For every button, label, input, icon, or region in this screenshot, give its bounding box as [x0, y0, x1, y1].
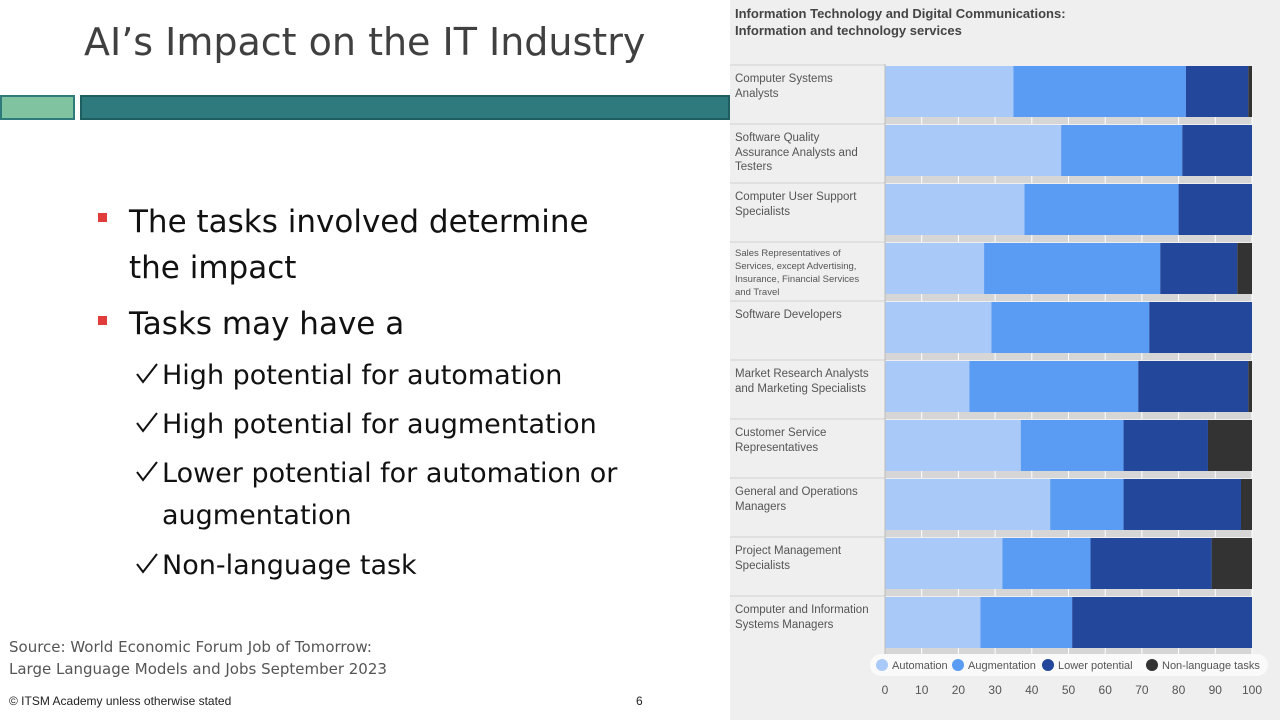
bar-segment [885, 125, 1062, 176]
bar-segment [991, 302, 1150, 353]
check [136, 461, 158, 482]
legend-swatch [1042, 659, 1054, 671]
category-label: General and Operations Managers [735, 486, 858, 513]
bar-segment [1178, 184, 1252, 235]
source: Source: World Economic Forum Job of Tomo… [9, 638, 372, 656]
bar-segment [1123, 420, 1208, 471]
x-tick-label: 10 [915, 683, 929, 697]
x-tick-label: 20 [952, 683, 966, 697]
sub-bullet: High potential for augmentation [162, 409, 597, 440]
footer: © ITSM Academy unless otherwise stated [9, 694, 232, 708]
bar-segment [1072, 597, 1252, 648]
bar-segment [1240, 479, 1252, 530]
bar-segment [885, 184, 1025, 235]
bar-segment [969, 361, 1139, 412]
category-label: Customer Service Representatives [735, 427, 827, 454]
x-tick-label: 90 [1209, 683, 1223, 697]
check [136, 363, 158, 384]
sub-bullet: High potential for automation [162, 360, 563, 391]
x-tick-label: 70 [1135, 683, 1149, 697]
chart-panel: Information Technology and Digital Commu… [730, 0, 1280, 720]
bar-segment [885, 538, 1003, 589]
slide-title: AI’s Impact on the IT Industry [84, 20, 646, 64]
legend-label: Non-language tasks [1162, 660, 1260, 672]
bar-segment [1020, 420, 1124, 471]
legend-swatch [952, 659, 964, 671]
bullet-marker [98, 213, 107, 222]
bar-segment [885, 597, 981, 648]
bar-segment [885, 243, 985, 294]
bar-segment [885, 66, 1014, 117]
bar-segment [1090, 538, 1212, 589]
bar-segment [1182, 125, 1252, 176]
x-tick-label: 50 [1062, 683, 1076, 697]
bar-segment [1013, 66, 1186, 117]
sub-bullet: Non-language task [162, 550, 417, 581]
bar-segment [1185, 66, 1249, 117]
bar-segment [1248, 361, 1252, 412]
category-label: Project Management Specialists [735, 545, 842, 572]
bar-segment [1024, 184, 1179, 235]
bar-segment [1207, 420, 1252, 471]
decor-bar [80, 95, 730, 120]
legend-label: Automation [892, 660, 948, 672]
x-tick-label: 60 [1099, 683, 1113, 697]
bar-segment [1211, 538, 1252, 589]
bar-segment [1050, 479, 1124, 530]
chart: Automation Augmentation Lower potential Non… [730, 64, 1268, 697]
legend-box [870, 654, 1268, 676]
category-label: Computer User Support Specialists [735, 191, 857, 218]
category-label: Software Quality Assurance Analysts and … [735, 132, 858, 173]
x-tick-label: 100 [1242, 683, 1262, 697]
bar-segment [1002, 538, 1091, 589]
bar-segment [885, 361, 970, 412]
decor-bar [0, 95, 75, 120]
legend-swatch [1146, 659, 1158, 671]
bar-segment [1149, 302, 1252, 353]
sub-bullet: Lower potential for automation or augmen… [162, 458, 618, 531]
bar-segment [984, 243, 1161, 294]
bar-segment [885, 420, 1021, 471]
source: Large Language Models and Jobs September… [9, 660, 387, 678]
category-label: Computer and Information Systems Manager… [735, 604, 869, 631]
chart-subtitle: Information and technology services [735, 23, 962, 38]
category-label: Software Developers [735, 309, 842, 321]
bullet: Tasks may have a [129, 306, 405, 342]
bar-segment [1160, 243, 1238, 294]
bullet: The tasks involved determine the impact [129, 204, 589, 286]
category-label: Market Research Analysts and Marketing S… [735, 368, 869, 395]
x-tick-label: 80 [1172, 683, 1186, 697]
chart-title: Information Technology and Digital Commu… [735, 6, 1066, 21]
x-tick-label: 0 [882, 683, 889, 697]
bar-segment [1061, 125, 1183, 176]
bar-segment [1248, 66, 1252, 117]
x-tick-label: 40 [1025, 683, 1039, 697]
check [136, 553, 158, 574]
legend-label: Lower potential [1058, 660, 1133, 672]
legend-swatch [876, 659, 888, 671]
check [136, 412, 158, 433]
bar-segment [885, 479, 1051, 530]
category-label: Sales Representatives of Services, excep… [735, 248, 860, 298]
bar-segment [980, 597, 1073, 648]
bar-segment [1138, 361, 1249, 412]
category-label: Computer Systems Analysts [735, 73, 833, 100]
bar-segment [1123, 479, 1241, 530]
bar-segment [1237, 243, 1252, 294]
bar-segment [885, 302, 992, 353]
page-number: 6 [636, 694, 643, 708]
bullet-marker [98, 316, 107, 325]
x-tick-label: 30 [988, 683, 1002, 697]
legend-label: Augmentation [968, 660, 1036, 672]
